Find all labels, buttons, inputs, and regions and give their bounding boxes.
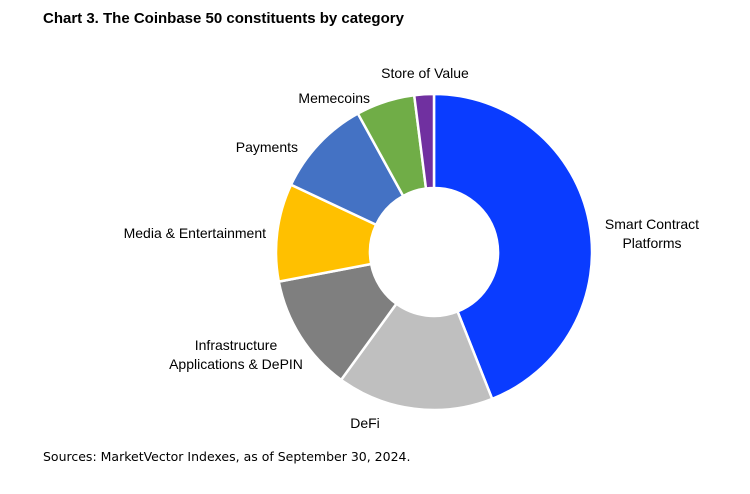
label-infrastructure-applications-and-depin: Infrastructure Applications & DePIN <box>169 337 303 372</box>
label-memecoins: Memecoins <box>298 90 370 106</box>
slice-smart-contract-platforms <box>432 92 594 401</box>
slice-defi <box>339 302 494 412</box>
label-payments: Payments <box>236 139 298 155</box>
label-media-and-entertainment: Media & Entertainment <box>124 225 267 241</box>
source-note: Sources: MarketVector Indexes, as of Sep… <box>43 449 411 464</box>
label-defi: DeFi <box>350 415 380 431</box>
chart-title: Chart 3. The Coinbase 50 constituents by… <box>43 10 404 27</box>
slice-labels: Smart Contract Platforms DeFi Infrastructur… <box>124 65 700 431</box>
slice-store-of-value <box>412 92 436 190</box>
label-smart-contract-platforms: Smart Contract Platforms <box>605 216 699 251</box>
label-store-of-value: Store of Value <box>381 65 469 81</box>
donut-slices <box>274 92 594 412</box>
